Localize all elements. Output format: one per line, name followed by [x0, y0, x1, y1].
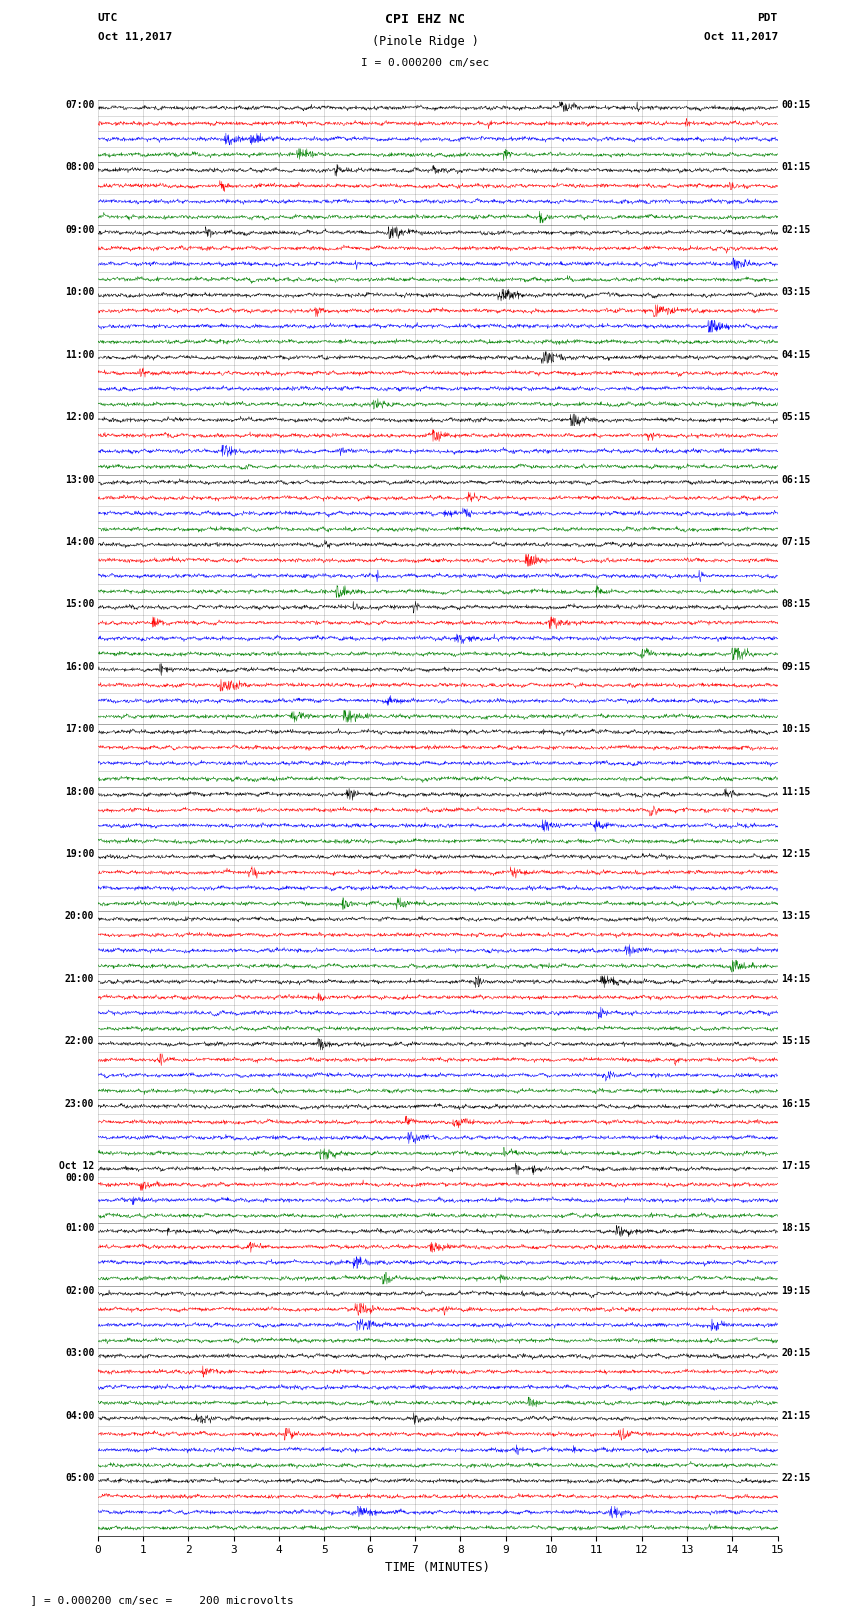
Text: PDT: PDT: [757, 13, 778, 23]
Text: 15:00: 15:00: [65, 600, 94, 610]
X-axis label: TIME (MINUTES): TIME (MINUTES): [385, 1561, 490, 1574]
Text: 14:15: 14:15: [781, 974, 811, 984]
Text: 13:15: 13:15: [781, 911, 811, 921]
Text: 17:00: 17:00: [65, 724, 94, 734]
Text: 10:15: 10:15: [781, 724, 811, 734]
Text: 18:15: 18:15: [781, 1224, 811, 1234]
Text: 05:00: 05:00: [65, 1473, 94, 1484]
Text: 04:15: 04:15: [781, 350, 811, 360]
Text: 19:00: 19:00: [65, 848, 94, 860]
Text: 05:15: 05:15: [781, 411, 811, 423]
Text: 16:15: 16:15: [781, 1098, 811, 1108]
Text: 15:15: 15:15: [781, 1036, 811, 1047]
Text: 07:00: 07:00: [65, 100, 94, 110]
Text: 02:00: 02:00: [65, 1286, 94, 1295]
Text: 08:00: 08:00: [65, 163, 94, 173]
Text: 22:00: 22:00: [65, 1036, 94, 1047]
Text: 02:15: 02:15: [781, 224, 811, 235]
Text: 20:00: 20:00: [65, 911, 94, 921]
Text: 22:15: 22:15: [781, 1473, 811, 1484]
Text: 18:00: 18:00: [65, 787, 94, 797]
Text: 14:00: 14:00: [65, 537, 94, 547]
Text: 19:15: 19:15: [781, 1286, 811, 1295]
Text: 13:00: 13:00: [65, 474, 94, 484]
Text: 03:00: 03:00: [65, 1348, 94, 1358]
Text: 06:15: 06:15: [781, 474, 811, 484]
Text: ] = 0.000200 cm/sec =    200 microvolts: ] = 0.000200 cm/sec = 200 microvolts: [17, 1595, 294, 1605]
Text: 01:00: 01:00: [65, 1224, 94, 1234]
Text: 08:15: 08:15: [781, 600, 811, 610]
Text: 21:00: 21:00: [65, 974, 94, 984]
Text: 16:00: 16:00: [65, 661, 94, 671]
Text: 09:00: 09:00: [65, 224, 94, 235]
Text: 01:15: 01:15: [781, 163, 811, 173]
Text: UTC: UTC: [98, 13, 118, 23]
Text: (Pinole Ridge ): (Pinole Ridge ): [371, 35, 479, 48]
Text: CPI EHZ NC: CPI EHZ NC: [385, 13, 465, 26]
Text: 11:00: 11:00: [65, 350, 94, 360]
Text: 04:00: 04:00: [65, 1411, 94, 1421]
Text: 12:00: 12:00: [65, 411, 94, 423]
Text: Oct 11,2017: Oct 11,2017: [704, 32, 778, 42]
Text: 20:15: 20:15: [781, 1348, 811, 1358]
Text: 10:00: 10:00: [65, 287, 94, 297]
Text: 00:15: 00:15: [781, 100, 811, 110]
Text: 12:15: 12:15: [781, 848, 811, 860]
Text: 03:15: 03:15: [781, 287, 811, 297]
Text: 23:00: 23:00: [65, 1098, 94, 1108]
Text: 17:15: 17:15: [781, 1161, 811, 1171]
Text: 09:15: 09:15: [781, 661, 811, 671]
Text: Oct 12
00:00: Oct 12 00:00: [60, 1161, 94, 1182]
Text: 21:15: 21:15: [781, 1411, 811, 1421]
Text: I = 0.000200 cm/sec: I = 0.000200 cm/sec: [361, 58, 489, 68]
Text: 07:15: 07:15: [781, 537, 811, 547]
Text: 11:15: 11:15: [781, 787, 811, 797]
Text: Oct 11,2017: Oct 11,2017: [98, 32, 172, 42]
